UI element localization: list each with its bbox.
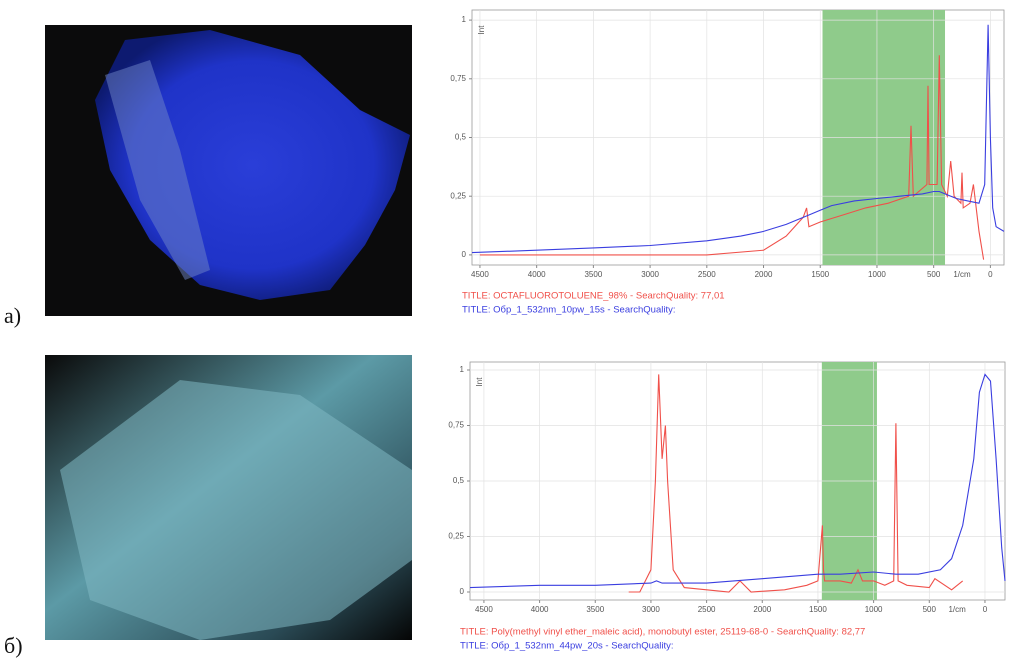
y-tick-label: 0,75: [448, 421, 464, 430]
x-tick-label: 0: [988, 270, 993, 279]
panel-label: б): [4, 633, 23, 658]
x-tick-label: 2000: [755, 270, 773, 279]
legend-entry: TITLE: Poly(methyl vinyl ether_maleic ac…: [460, 627, 865, 638]
legend-entry: TITLE: Обр_1_532nm_10pw_15s - SearchQual…: [462, 305, 676, 316]
x-tick-label: 0: [983, 605, 988, 614]
y-tick-label: 0,5: [455, 133, 467, 142]
y-tick-label: 0,5: [453, 476, 465, 485]
x-tick-label: 3500: [586, 605, 604, 614]
x-tick-label: 3000: [641, 270, 659, 279]
legend-entry: TITLE: OCTAFLUOROTOLUENE_98% - SearchQua…: [462, 291, 725, 302]
photo-a: [45, 25, 412, 316]
y-axis-label: Int: [475, 377, 484, 387]
y-tick-label: 0,25: [450, 191, 466, 200]
x-tick-label: 1500: [811, 270, 829, 279]
x-tick-label: 500: [927, 270, 941, 279]
x-tick-label: 1000: [865, 605, 883, 614]
x-axis-label: 1/cm: [953, 270, 971, 279]
legend-entry: TITLE: Обр_1_532nm_44pw_20s - SearchQual…: [460, 641, 674, 652]
y-tick-label: 0: [462, 250, 467, 259]
x-tick-label: 3500: [584, 270, 602, 279]
x-tick-label: 1000: [868, 270, 886, 279]
x-tick-label: 4500: [471, 270, 489, 279]
y-axis-label: Int: [477, 25, 486, 35]
x-tick-label: 4500: [475, 605, 493, 614]
y-tick-label: 1: [462, 15, 467, 24]
y-tick-label: 0: [460, 587, 465, 596]
y-tick-label: 0,75: [450, 74, 466, 83]
x-tick-label: 2500: [698, 605, 716, 614]
x-tick-label: 4000: [531, 605, 549, 614]
x-tick-label: 500: [923, 605, 937, 614]
figure: 00,250,50,751450040003500300025002000150…: [0, 0, 1009, 661]
x-tick-label: 1500: [809, 605, 827, 614]
x-tick-label: 3000: [642, 605, 660, 614]
x-tick-label: 4000: [528, 270, 546, 279]
x-axis-label: 1/cm: [948, 605, 966, 614]
x-tick-label: 2500: [698, 270, 716, 279]
panel-label: а): [4, 303, 21, 328]
y-tick-label: 0,25: [448, 532, 464, 541]
photo-b: [45, 355, 412, 640]
y-tick-label: 1: [460, 365, 465, 374]
x-tick-label: 2000: [753, 605, 771, 614]
